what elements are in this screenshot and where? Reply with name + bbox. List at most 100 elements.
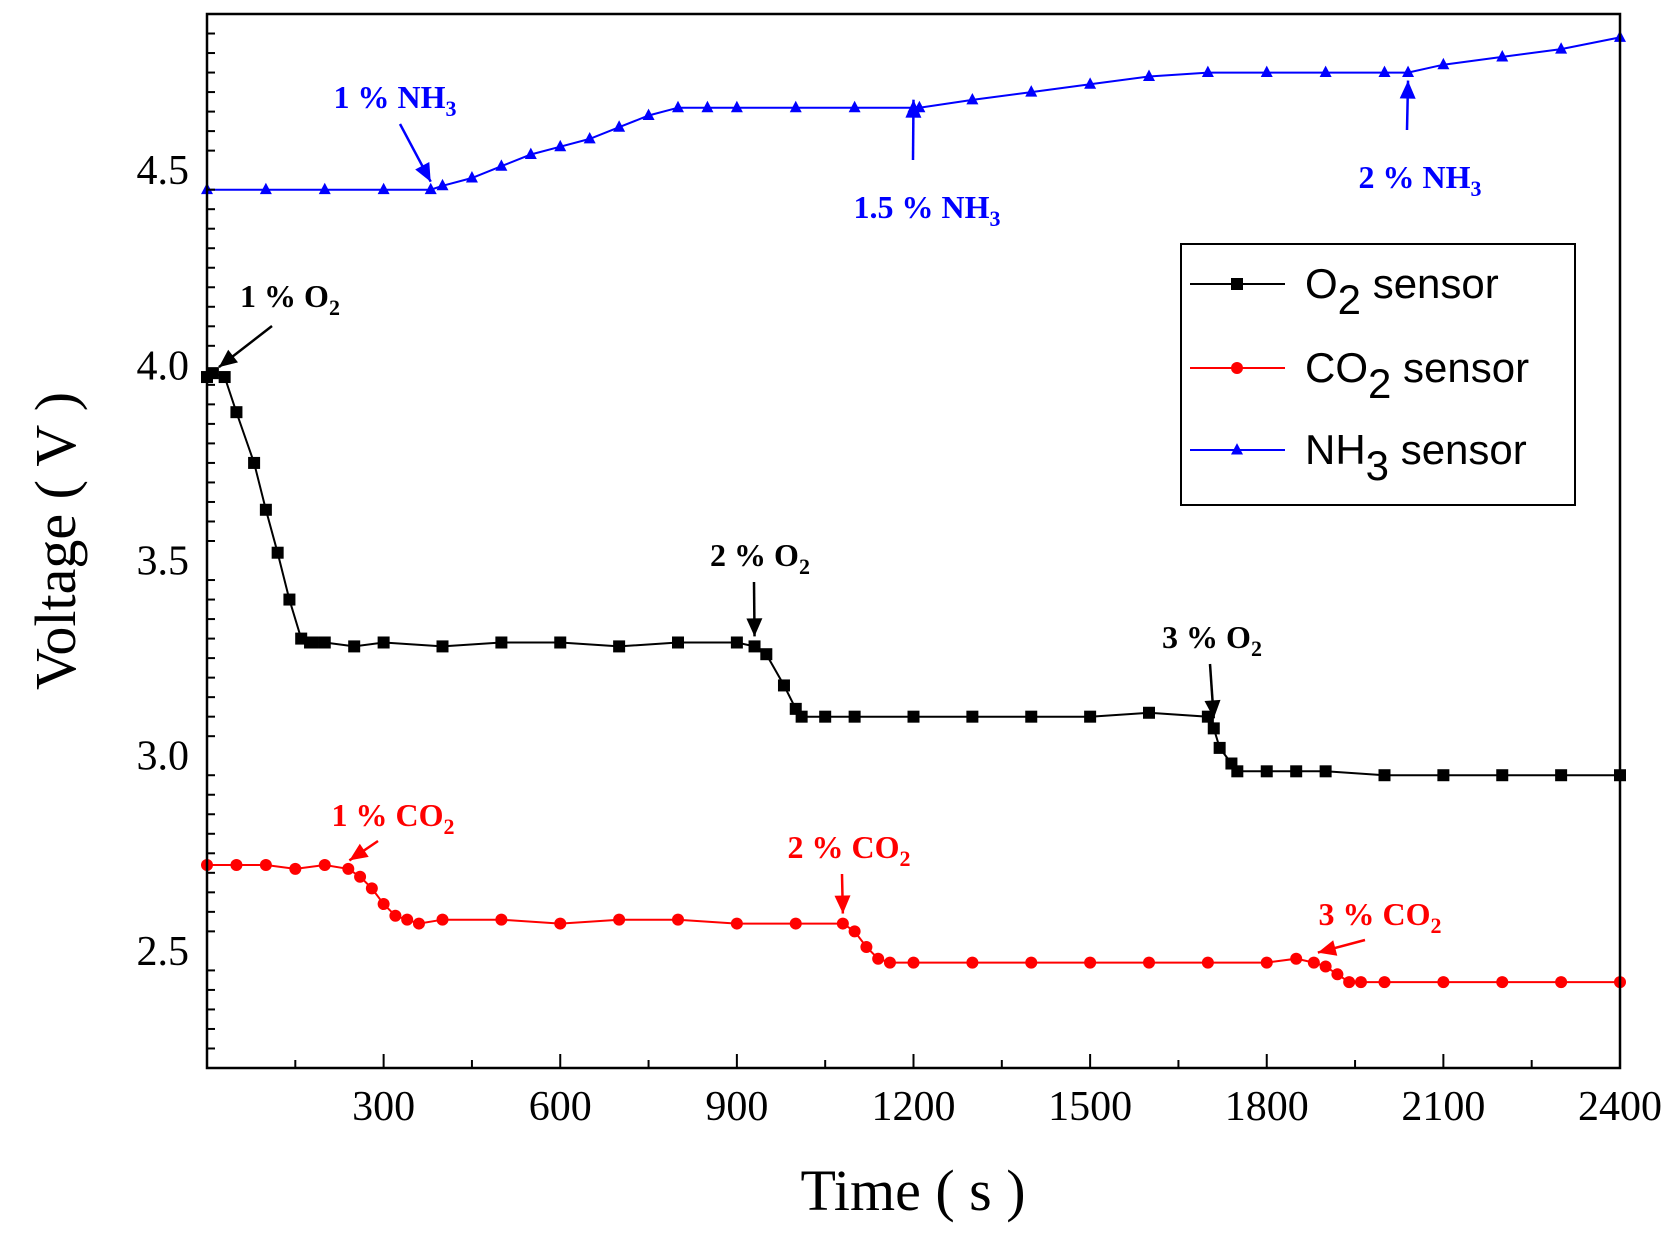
- co2-sensor-point: [907, 956, 920, 969]
- annotation-label: 1 % NH3: [334, 79, 457, 121]
- annotation: 1 % O2: [218, 278, 340, 369]
- o2-sensor-point: [795, 710, 808, 723]
- x-tick-label: 2400: [1578, 1084, 1662, 1130]
- o2-sensor-point: [613, 640, 626, 653]
- co2-sensor-point: [1331, 968, 1344, 981]
- nh3-sensor-point: [613, 120, 626, 132]
- nh3-sensor-point: [701, 100, 714, 113]
- y-tick-label: 3.5: [137, 539, 190, 585]
- nh3-sensor-point: [1437, 57, 1450, 70]
- o2-sensor-point: [306, 636, 319, 649]
- y-tick-label: 4.0: [137, 343, 190, 389]
- y-tick-label: 3.0: [137, 734, 190, 780]
- legend-label: CO2 sensor: [1305, 344, 1529, 407]
- annotation-arrowhead: [415, 162, 431, 182]
- annotation-arrowhead: [1399, 80, 1416, 99]
- o2-sensor-point: [1319, 765, 1332, 778]
- legend-marker: [1231, 443, 1243, 455]
- axis-layer: 300 600 900 1200 1500 1800 2100 2400 2.5 3.0 3.5 4.…: [137, 13, 1662, 1130]
- annotation: 2 % O2: [710, 537, 810, 637]
- annotation-arrowhead: [1317, 940, 1338, 956]
- co2-sensor-point: [389, 909, 402, 922]
- nh3-sensor-point: [318, 182, 331, 195]
- o2-sensor-point: [1025, 710, 1038, 723]
- legend-label: O2 sensor: [1305, 260, 1499, 323]
- annotation-layer: 1 % NH3 1.5 % NH3 2 % NH3 1 % O2 2 % O2 3 % O…: [218, 79, 1482, 956]
- co2-sensor-point: [613, 913, 626, 926]
- nh3-sensor-point: [524, 147, 537, 160]
- annotation: 3 % O2: [1162, 619, 1262, 719]
- o2-sensor-point: [966, 710, 979, 723]
- o2-sensor-point: [259, 503, 272, 516]
- x-tick-label: 600: [529, 1084, 592, 1130]
- co2-sensor-point: [1025, 956, 1038, 969]
- o2-sensor-point: [760, 648, 773, 661]
- nh3-sensor-point: [377, 182, 390, 195]
- co2-sensor-point: [289, 862, 302, 875]
- y-tick-label: 2.5: [137, 929, 190, 975]
- x-tick-label: 1800: [1225, 1084, 1309, 1130]
- nh3-sensor-point: [436, 178, 449, 191]
- annotation-label: 3 % CO2: [1319, 896, 1442, 938]
- annotation-arrowhead: [349, 843, 369, 861]
- legend-item-o2-sensor: O2 sensor: [1190, 260, 1499, 323]
- nh3-sensor-point: [1402, 65, 1415, 78]
- x-axis-title: Time ( s ): [800, 1158, 1025, 1223]
- annotation: 1 % NH3: [334, 79, 457, 183]
- annotation: 1.5 % NH3: [854, 99, 1001, 231]
- y-axis-title: Voltage ( V ): [23, 392, 88, 690]
- legend-item-nh3-sensor: NH3 sensor: [1190, 426, 1527, 489]
- nh3-sensor-point: [424, 182, 437, 195]
- o2-sensor-point: [1496, 769, 1509, 782]
- annotation-arrowhead: [218, 349, 238, 368]
- y-tick-label: 4.5: [137, 148, 190, 194]
- o2-sensor-point: [1290, 765, 1303, 778]
- o2-sensor-point: [318, 636, 331, 649]
- o2-sensor-point: [748, 640, 761, 653]
- o2-sensor-point: [271, 546, 284, 559]
- o2-sensor-point: [377, 636, 390, 649]
- co2-sensor-point: [1378, 976, 1391, 989]
- co2-sensor-point: [860, 940, 873, 953]
- o2-sensor-point: [1143, 706, 1155, 719]
- legend-items: O2 sensor CO2 sensor NH3 sensor: [1190, 260, 1529, 489]
- nh3-sensor-point: [730, 100, 743, 113]
- nh3-sensor-point: [1496, 50, 1509, 62]
- o2-sensor-point: [1260, 765, 1273, 778]
- annotation-arrowhead: [746, 618, 763, 637]
- annotation-label: 1.5 % NH3: [854, 189, 1001, 231]
- o2-sensor-series: [201, 367, 1626, 782]
- co2-sensor-point: [883, 956, 896, 969]
- nh3-sensor-point: [1201, 65, 1214, 78]
- nh3-sensor-point: [1260, 65, 1273, 78]
- nh3-sensor-point: [1319, 65, 1332, 78]
- o2-sensor-point: [1555, 769, 1568, 782]
- annotation-arrowhead: [834, 895, 851, 914]
- x-tick-label: 900: [705, 1084, 768, 1130]
- co2-sensor-point: [365, 882, 378, 895]
- nh3-sensor-point: [259, 182, 272, 195]
- o2-sensor-point: [554, 636, 567, 649]
- co2-sensor-point: [1343, 976, 1356, 989]
- nh3-sensor-point: [554, 139, 567, 152]
- co2-sensor-point: [377, 898, 390, 911]
- co2-sensor-point: [495, 913, 508, 926]
- x-tick-label: 1500: [1048, 1084, 1132, 1130]
- co2-sensor-point: [342, 862, 355, 875]
- o2-sensor-point: [283, 593, 296, 606]
- annotation: 2 % CO2: [788, 829, 911, 914]
- nh3-sensor-point: [583, 132, 596, 144]
- o2-sensor-point: [777, 679, 790, 692]
- o2-sensor-point: [248, 456, 261, 469]
- o2-sensor-point: [848, 710, 861, 723]
- annotation-label: 1 % CO2: [332, 797, 455, 839]
- co2-sensor-point: [401, 913, 414, 926]
- co2-sensor-point: [1354, 976, 1367, 989]
- co2-sensor-point: [672, 913, 684, 926]
- o2-sensor-point: [1213, 741, 1226, 754]
- o2-sensor-point: [218, 371, 231, 384]
- o2-sensor-point: [1084, 710, 1097, 723]
- o2-sensor-point: [1201, 710, 1214, 723]
- co2-sensor-point: [1555, 976, 1568, 989]
